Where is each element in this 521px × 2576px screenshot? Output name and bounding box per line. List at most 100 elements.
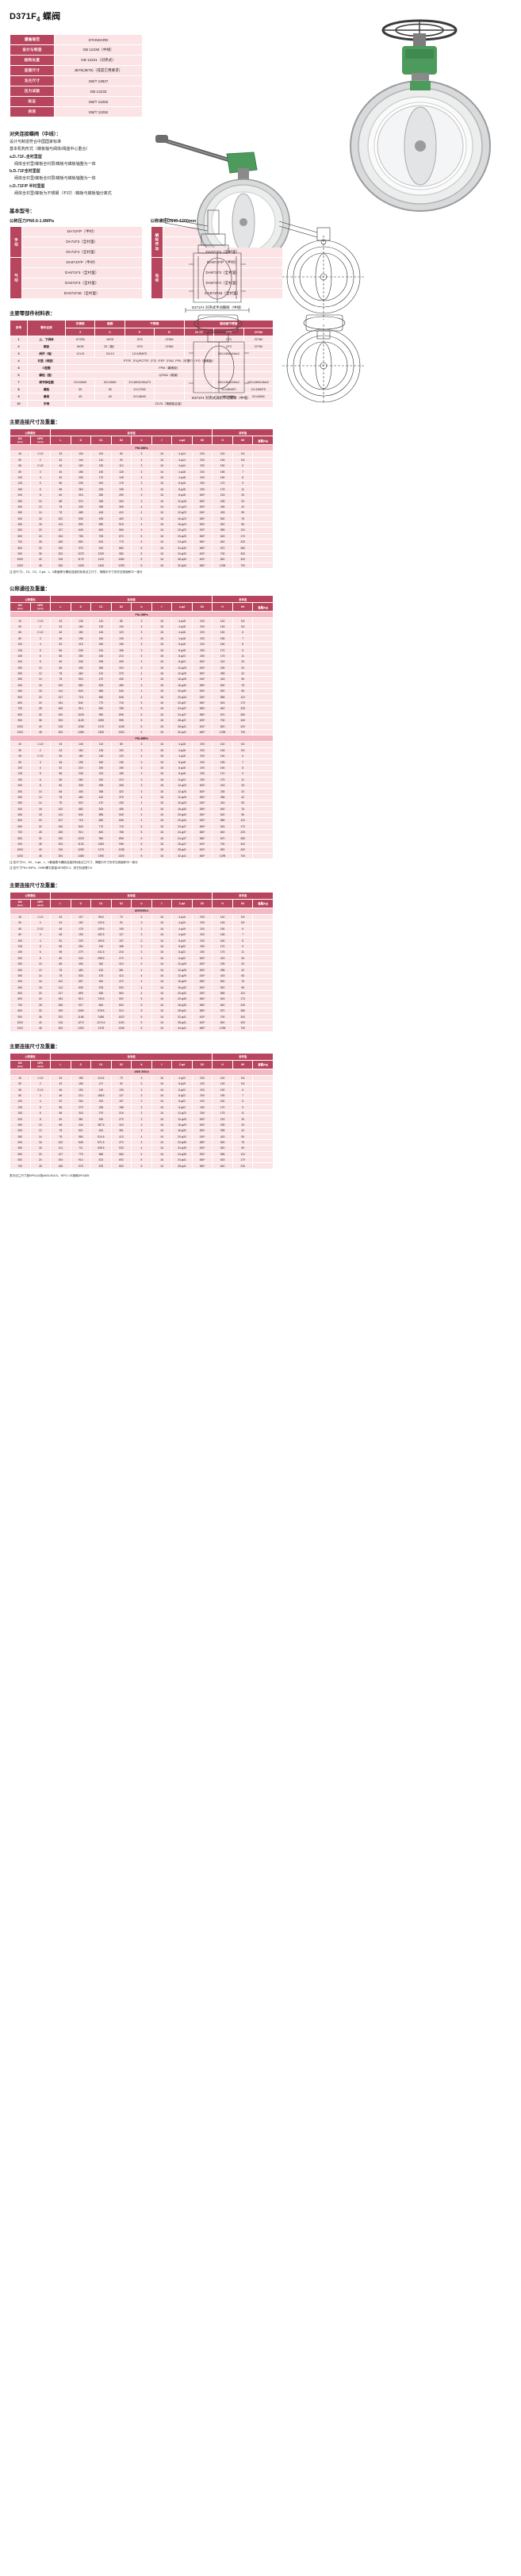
dim-cell: 16 — [151, 1008, 173, 1015]
dim-cell: 186 — [110, 1104, 132, 1111]
dim-cell: 170 — [90, 474, 112, 482]
dim-cell: 4-φ19 — [171, 931, 193, 939]
dim-cell: 1125 — [70, 840, 92, 848]
dim-cell: 6 — [232, 462, 254, 470]
dim-cell: 33 — [232, 960, 254, 968]
dim-cell: 320* — [191, 693, 213, 701]
dim-cell: 40 — [29, 556, 52, 563]
dim-row: 1000 40 216 1270 1174.4 1130 5 16 36-φ41 400* 820 4… — [10, 1019, 274, 1027]
dim-cell: 245 — [70, 647, 92, 654]
dim-cell: 5.5 — [232, 623, 254, 631]
dim-cell: 476 — [90, 972, 112, 980]
dim-cell: 216 — [90, 942, 112, 950]
dim-cell: 555 — [212, 1150, 233, 1158]
dim-cell: 1108 — [110, 723, 132, 730]
material-part-name: 螺母 — [27, 393, 66, 401]
dim-note: 注:压尺寸D1、D2、n-φd、L、b数值是与螺纹连接的标准法兰尺寸，简图中尺寸… — [10, 861, 138, 865]
dim-cell: 216 — [50, 723, 71, 730]
dim-cell: 16 — [151, 1133, 173, 1140]
dim-cell: 11 — [232, 652, 254, 660]
dim-cell: 1255 — [70, 723, 92, 730]
model-table-left: 手动 DA71F/P（半衬） DA71F3（全衬里） DA71F4（全衬里） 气动 DA6… — [10, 226, 143, 300]
dim-row: 300 12 78 460 410 375 4 18 12-φ25 300* 255 42 — [10, 670, 274, 678]
dim-cell: 335 — [90, 497, 112, 505]
dim-cell: 215 — [70, 764, 92, 772]
dim-cell: 12-φ22 — [171, 1109, 193, 1117]
dim-cell: 190 — [50, 835, 71, 842]
dim-cell: 16 — [151, 462, 173, 470]
dim-cell: 102 — [50, 978, 71, 985]
dim-cell: 7 — [232, 1092, 254, 1100]
dim-cell — [252, 829, 274, 836]
dim-cell: 16 — [151, 966, 173, 973]
dim-cell: 160 — [212, 640, 233, 648]
dim-cell: 5 — [131, 711, 152, 719]
dim-col-header: D — [70, 602, 92, 612]
material-value: HT250 — [64, 336, 96, 344]
dim-cell: 3 — [131, 486, 152, 493]
material-value: 45 — [64, 393, 96, 401]
dim-cell: 200 — [191, 758, 213, 766]
dim-cell: 640 — [70, 811, 92, 819]
dim-cell: 910 — [70, 829, 92, 836]
dim-cell: 155 — [70, 1074, 92, 1082]
dim-cell: 1075 — [70, 550, 92, 558]
dim-cell: 24-φ35 — [171, 1145, 193, 1152]
dim-cell: 555 — [212, 527, 233, 534]
dim-cell: 85 — [110, 617, 132, 624]
dim-cell: 950 — [90, 835, 112, 842]
dim-cell — [252, 823, 274, 831]
dim-cell: 12 — [29, 503, 52, 511]
dim-cell: 1320 — [110, 728, 132, 736]
material-row-no: 10 — [10, 400, 28, 409]
dim-cell: 8-φ22 — [171, 949, 193, 956]
dim-group-header: 公称通径 — [9, 428, 52, 437]
dim-cell: 320* — [191, 1150, 213, 1158]
dim-cell — [252, 747, 274, 754]
dim-cell: 18 — [151, 705, 173, 712]
dim-cell: 78 — [232, 681, 254, 689]
dim-col-header: Z-φd — [171, 1059, 193, 1069]
dim-cell: 175 — [212, 1109, 233, 1117]
dim-cell: 33 — [232, 497, 254, 505]
dim-cell: 205 — [70, 474, 92, 482]
dim-col-header: D0 — [191, 436, 213, 446]
dim-cell: 400* — [191, 840, 213, 848]
dim-row: 450 18 114 635 578 533 4 16 16-φ32 300* 520 96 — [10, 984, 274, 991]
material-row: 10 手柄 Z1131（铸钢铝合金） — [10, 400, 274, 409]
dim-cell: 40 — [10, 1074, 31, 1082]
dim-cell: 48 — [29, 728, 52, 736]
dim-cell: 470 — [90, 800, 112, 807]
dim-cell: 4 — [131, 1138, 152, 1146]
dim-cell: 300 — [10, 966, 31, 973]
dim-cell — [252, 544, 274, 551]
dim-cell: 16 — [151, 942, 173, 950]
dim-cell: 48 — [29, 852, 52, 860]
dim-cell: 300 — [110, 497, 132, 505]
dim-cell: 1340 — [90, 562, 112, 570]
dim-cell: 8-φ22 — [171, 954, 193, 962]
dim-cell: 5 — [131, 544, 152, 551]
spec-key: 设计与制造 — [10, 44, 55, 56]
dim-cell — [252, 515, 274, 522]
dim-cell: 16 — [151, 497, 173, 505]
dim-cell: 20 — [29, 817, 52, 824]
dim-cell: 165 — [50, 829, 71, 836]
dim-cell: 535 — [70, 515, 92, 522]
dim-cell — [252, 978, 274, 985]
dim-cell: 160 — [212, 474, 233, 482]
dim-cell: 250 — [10, 788, 31, 795]
dim-cell: 670 — [212, 1008, 233, 1015]
dim-cell: 12-φ25 — [171, 966, 193, 973]
dim-cell — [252, 617, 274, 624]
dim-row: 65 2 1/2 46 178 139.5 105 3 16 4-φ19 200 150 6 — [10, 925, 274, 932]
dim-cell: 2 — [29, 919, 52, 927]
drawing-caption-2: D371F4 对夹式涡轮传动蝶阀（中线） — [192, 395, 251, 401]
dim-cell: 820 — [212, 556, 233, 563]
dim-cell: 10 — [29, 788, 52, 795]
dim-cell: 2 1/2 — [29, 462, 52, 470]
dim-cell: 16 — [151, 1162, 173, 1169]
dim-cell: 150 — [212, 752, 233, 760]
dim-cell: 18 — [151, 723, 173, 730]
dim-cell — [252, 1074, 274, 1082]
